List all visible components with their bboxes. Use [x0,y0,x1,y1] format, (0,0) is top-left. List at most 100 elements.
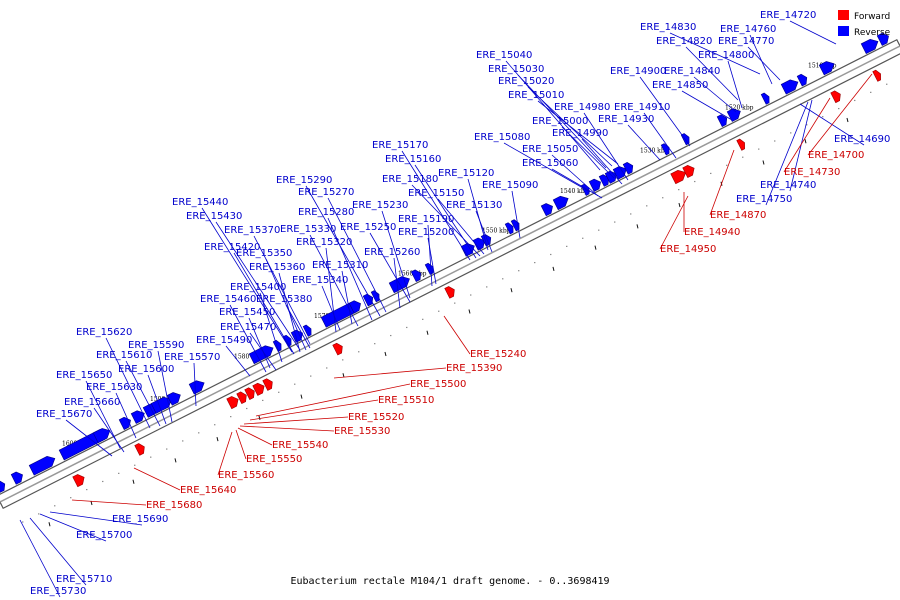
genome-caption: Eubacterium rectale M104/1 draft genome.… [290,576,610,587]
reverse-gene-label: ERE_15230 [352,200,408,211]
reverse-gene-leader [401,150,471,261]
forward-gene-leader [243,416,349,425]
axis-mark [678,202,681,208]
scale-label: 1580 kbp [234,353,263,360]
axis-dot [198,432,200,434]
axis-dot [182,440,184,442]
axis-dot [534,261,536,264]
axis-dot [742,156,744,158]
reverse-gene [302,324,312,337]
reverse-gene-label: ERE_14980 [554,102,610,113]
reverse-gene [796,73,808,87]
forward-gene-leader [255,383,411,417]
forward-gene-label: ERE_14730 [784,167,840,178]
reverse-gene-label: ERE_14740 [760,180,816,191]
reverse-gene-label: ERE_15090 [482,180,538,191]
axis-dot [262,399,264,402]
reverse-gene-label: ERE_15420 [204,242,260,253]
forward-gene-label: ERE_14870 [710,210,766,221]
reverse-gene-label: ERE_15730 [30,586,86,597]
forward-gene-label: ERE_15520 [348,412,404,423]
reverse-gene-leader [411,184,481,257]
reverse-gene [10,471,23,485]
reverse-gene-label: ERE_15370 [224,225,280,236]
axis-dot [374,343,376,345]
reverse-gene-label: ERE_15120 [438,168,494,179]
forward-gene [670,169,687,185]
reverse-gene-leader [341,270,353,325]
axis-dot [774,140,776,142]
reverse-gene-label: ERE_15710 [56,574,112,585]
reverse-gene-label: ERE_15470 [220,322,276,333]
reverse-gene [410,269,422,283]
reverse-gene-leader [233,252,295,355]
reverse-gene-leader [19,519,61,598]
reverse-gene [726,108,741,122]
forward-gene-leader [217,431,233,476]
reverse-gene [540,203,553,217]
reverse-gene-label: ERE_15200 [398,227,454,238]
axis-dot [214,424,216,426]
axis-dot [646,205,648,207]
reverse-gene-label: ERE_14840 [664,66,720,77]
reverse-gene [780,79,799,95]
reverse-gene-leader [65,419,113,457]
forward-gene-label: ERE_14950 [660,244,716,255]
reverse-gene-leader [39,513,107,542]
reverse-gene-leader [749,34,773,85]
reverse-gene-label: ERE_15170 [372,140,428,151]
axis-dot [710,172,712,175]
reverse-gene-label: ERE_15380 [256,294,312,305]
reverse-gene-leader [321,285,341,331]
forward-gene-leader [237,427,273,446]
reverse-gene-leader [381,210,411,299]
axis-dot [550,253,552,256]
reverse-gene [598,174,610,187]
reverse-gene [612,166,627,180]
reverse-gene [604,170,617,184]
reverse-gene-leader [727,60,743,109]
reverse-gene-leader [327,217,373,321]
forward-gene-label: ERE_15390 [446,363,502,374]
reverse-gene-leader [427,237,437,285]
reverse-gene-label: ERE_14750 [736,194,792,205]
reverse-gene [876,32,889,46]
reverse-gene-label: ERE_14900 [610,66,666,77]
reverse-gene-label: ERE_14720 [760,10,816,21]
axis-mark [48,522,51,527]
reverse-gene-leader [327,197,387,313]
forward-gene [332,342,343,356]
reverse-gene [818,61,835,76]
axis-dot [86,488,88,491]
reverse-gene-leader [414,164,477,259]
forward-gene-label: ERE_15540 [272,440,328,451]
axis-dot [886,83,888,85]
axis-dot [582,237,584,239]
reverse-gene-label: ERE_15320 [296,237,352,248]
reverse-gene-label: ERE_15660 [64,397,120,408]
axis-dot [150,456,152,458]
forward-gene-leader [333,367,447,379]
axis-mark [426,330,429,335]
reverse-gene [552,195,569,211]
reverse-gene-leader [789,99,813,192]
reverse-gene-leader [225,345,251,377]
axis-dot [614,221,616,223]
reverse-gene-leader [201,207,293,353]
legend-reverse-swatch [838,26,849,36]
reverse-gene [28,455,56,476]
forward-gene [72,474,85,488]
axis-dot [70,497,72,499]
reverse-gene-leader [85,380,121,449]
reverse-gene-leader [157,350,173,423]
reverse-gene [660,143,670,156]
axis-dot [662,197,664,199]
legend-forward-swatch [838,10,849,20]
reverse-gene-label: ERE_15040 [476,50,532,61]
reverse-gene-label: ERE_15030 [488,64,544,75]
reverse-gene [118,416,131,430]
forward-gene-leader [659,195,689,250]
reverse-gene-label: ERE_15050 [522,144,578,155]
reverse-gene-leader [427,224,433,287]
reverse-gene [860,38,879,55]
